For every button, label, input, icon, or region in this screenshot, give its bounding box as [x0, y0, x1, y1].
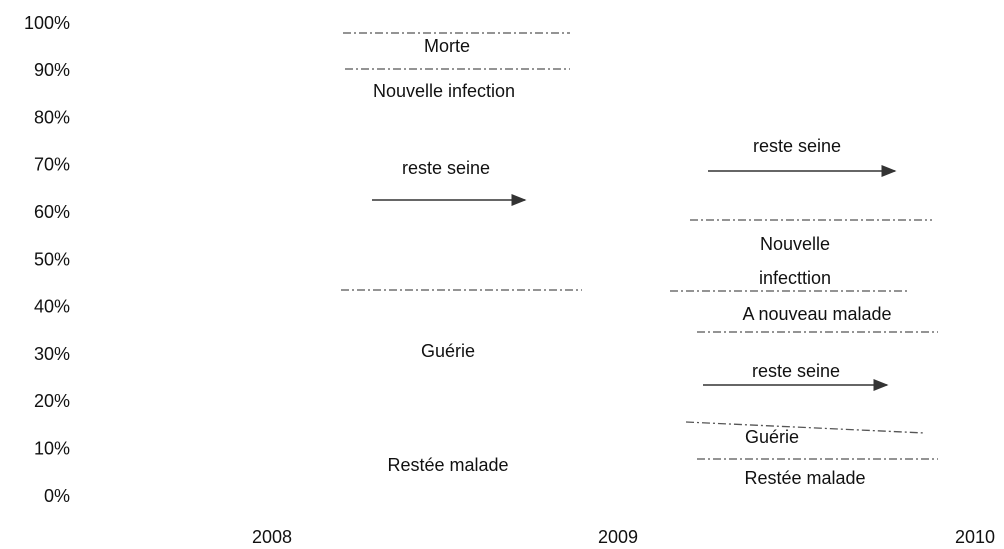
region-label: reste seine	[753, 136, 841, 156]
y-axis-label: 70%	[34, 155, 70, 175]
arrows	[372, 165, 897, 391]
region-label: Guérie	[421, 341, 475, 361]
y-axis-label: 80%	[34, 107, 70, 127]
region-label: Guérie	[745, 427, 799, 447]
region-label: reste seine	[752, 361, 840, 381]
x-axis-label: 2008	[252, 527, 292, 547]
region-label: Restée malade	[744, 468, 865, 488]
divider	[685, 421, 926, 434]
y-axis-label: 100%	[24, 13, 70, 33]
y-axis-label: 0%	[44, 486, 70, 506]
region-label: Morte	[424, 36, 470, 56]
y-axis-label: 10%	[34, 438, 70, 458]
y-axis-label: 40%	[34, 297, 70, 317]
x-axis-label: 2010	[955, 527, 995, 547]
dividers	[341, 32, 938, 460]
region-label: Nouvelle	[760, 234, 830, 254]
y-axis-label: 20%	[34, 391, 70, 411]
y-axis-label: 50%	[34, 249, 70, 269]
region-label: reste seine	[402, 158, 490, 178]
region-label: Nouvelle infection	[373, 81, 515, 101]
y-axis-label: 90%	[34, 60, 70, 80]
region-label: infecttion	[759, 268, 831, 288]
region-label: Restée malade	[387, 455, 508, 475]
labels: 100% 90% 80% 70% 60% 50% 40% 30% 20% 10% 0% 2008 200…	[24, 13, 995, 547]
region-label: A nouveau malade	[742, 304, 891, 324]
y-axis-label: 30%	[34, 344, 70, 364]
y-axis-label: 60%	[34, 202, 70, 222]
x-axis-label: 2009	[598, 527, 638, 547]
